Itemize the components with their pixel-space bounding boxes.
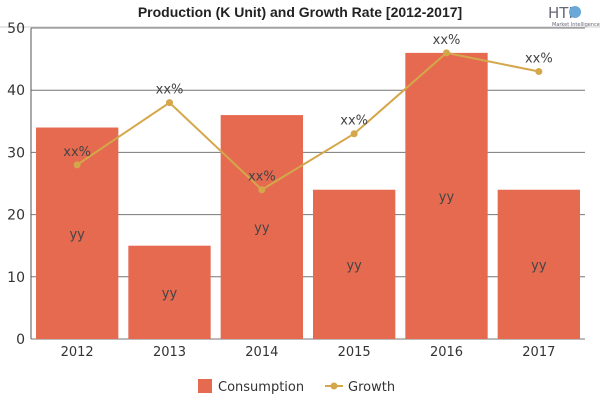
x-tick-label: 2017 <box>522 345 555 360</box>
growth-data-label: xx% <box>63 145 91 160</box>
legend-label-growth: Growth <box>348 380 395 395</box>
x-tick-label: 2016 <box>430 345 463 360</box>
bar-data-label: yy <box>162 286 178 301</box>
bar-data-label: yy <box>439 190 455 205</box>
x-tick-label: 2014 <box>245 345 278 360</box>
y-tick-label: 40 <box>7 83 25 99</box>
bar-2017 <box>497 189 580 339</box>
growth-line <box>76 51 540 191</box>
growth-data-label: xx% <box>433 33 461 48</box>
x-tick-label: 2012 <box>61 345 94 360</box>
growth-data-label: xx% <box>156 83 184 98</box>
logo-text: HTF <box>548 4 577 22</box>
bar-2014 <box>220 115 303 339</box>
y-tick-label: 10 <box>7 270 25 286</box>
growth-data-label: xx% <box>340 114 368 129</box>
y-tick-label: 20 <box>7 208 25 224</box>
legend-marker-growth <box>330 382 338 390</box>
x-tick-label: 2013 <box>153 345 186 360</box>
growth-data-label: xx% <box>525 52 553 67</box>
logo-subtext: Market Intelligence <box>552 22 600 28</box>
x-tick-label: 2015 <box>338 345 371 360</box>
bar-2015 <box>313 189 396 339</box>
bar-2013 <box>128 245 211 339</box>
growth-data-label: xx% <box>248 170 276 185</box>
bar-data-label: yy <box>346 258 362 273</box>
bar-data-label: yy <box>531 258 547 273</box>
logo-globe-icon <box>569 6 581 18</box>
legend: Consumption Growth <box>198 379 395 395</box>
bar-2016 <box>405 52 488 339</box>
htf-logo: HTF Market Intelligence <box>548 4 600 28</box>
legend-label-consumption: Consumption <box>218 380 304 395</box>
growth-point-2012 <box>73 161 81 169</box>
y-tick-label: 50 <box>7 21 25 37</box>
growth-point-2014 <box>258 186 266 194</box>
chart-title: Production (K Unit) and Growth Rate [201… <box>138 4 462 20</box>
growth-point-2016 <box>443 49 450 57</box>
growth-point-2015 <box>350 130 358 138</box>
bar-data-label: yy <box>254 221 270 236</box>
bar-data-label: yy <box>69 227 85 242</box>
y-tick-label: 0 <box>16 332 25 348</box>
growth-point-2013 <box>166 99 173 107</box>
growth-point-2017 <box>535 68 543 76</box>
legend-swatch-consumption <box>198 379 212 393</box>
y-tick-label: 30 <box>7 145 25 161</box>
